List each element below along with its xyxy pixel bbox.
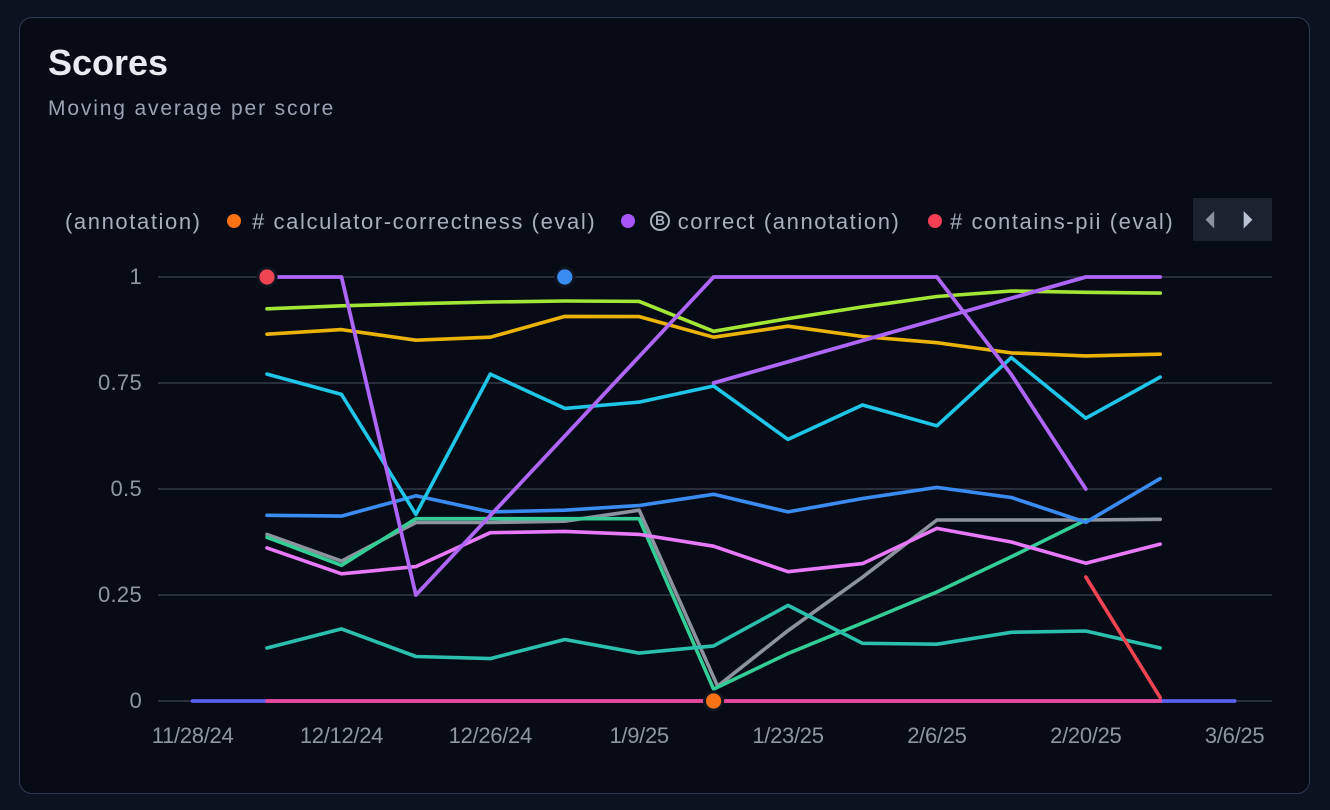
svg-text:0.5: 0.5 xyxy=(111,476,142,501)
svg-text:0: 0 xyxy=(129,688,142,713)
svg-text:12/26/24: 12/26/24 xyxy=(449,723,532,748)
svg-text:3/6/25: 3/6/25 xyxy=(1205,723,1264,748)
svg-text:1/23/25: 1/23/25 xyxy=(752,723,823,748)
svg-text:12/12/24: 12/12/24 xyxy=(300,723,383,748)
svg-text:1: 1 xyxy=(129,264,142,289)
svg-text:1/9/25: 1/9/25 xyxy=(610,723,669,748)
svg-text:11/28/24: 11/28/24 xyxy=(152,723,234,748)
svg-text:2/20/25: 2/20/25 xyxy=(1050,723,1121,748)
svg-text:0.75: 0.75 xyxy=(98,370,142,395)
svg-text:0.25: 0.25 xyxy=(98,582,142,607)
svg-text:2/6/25: 2/6/25 xyxy=(907,723,966,748)
